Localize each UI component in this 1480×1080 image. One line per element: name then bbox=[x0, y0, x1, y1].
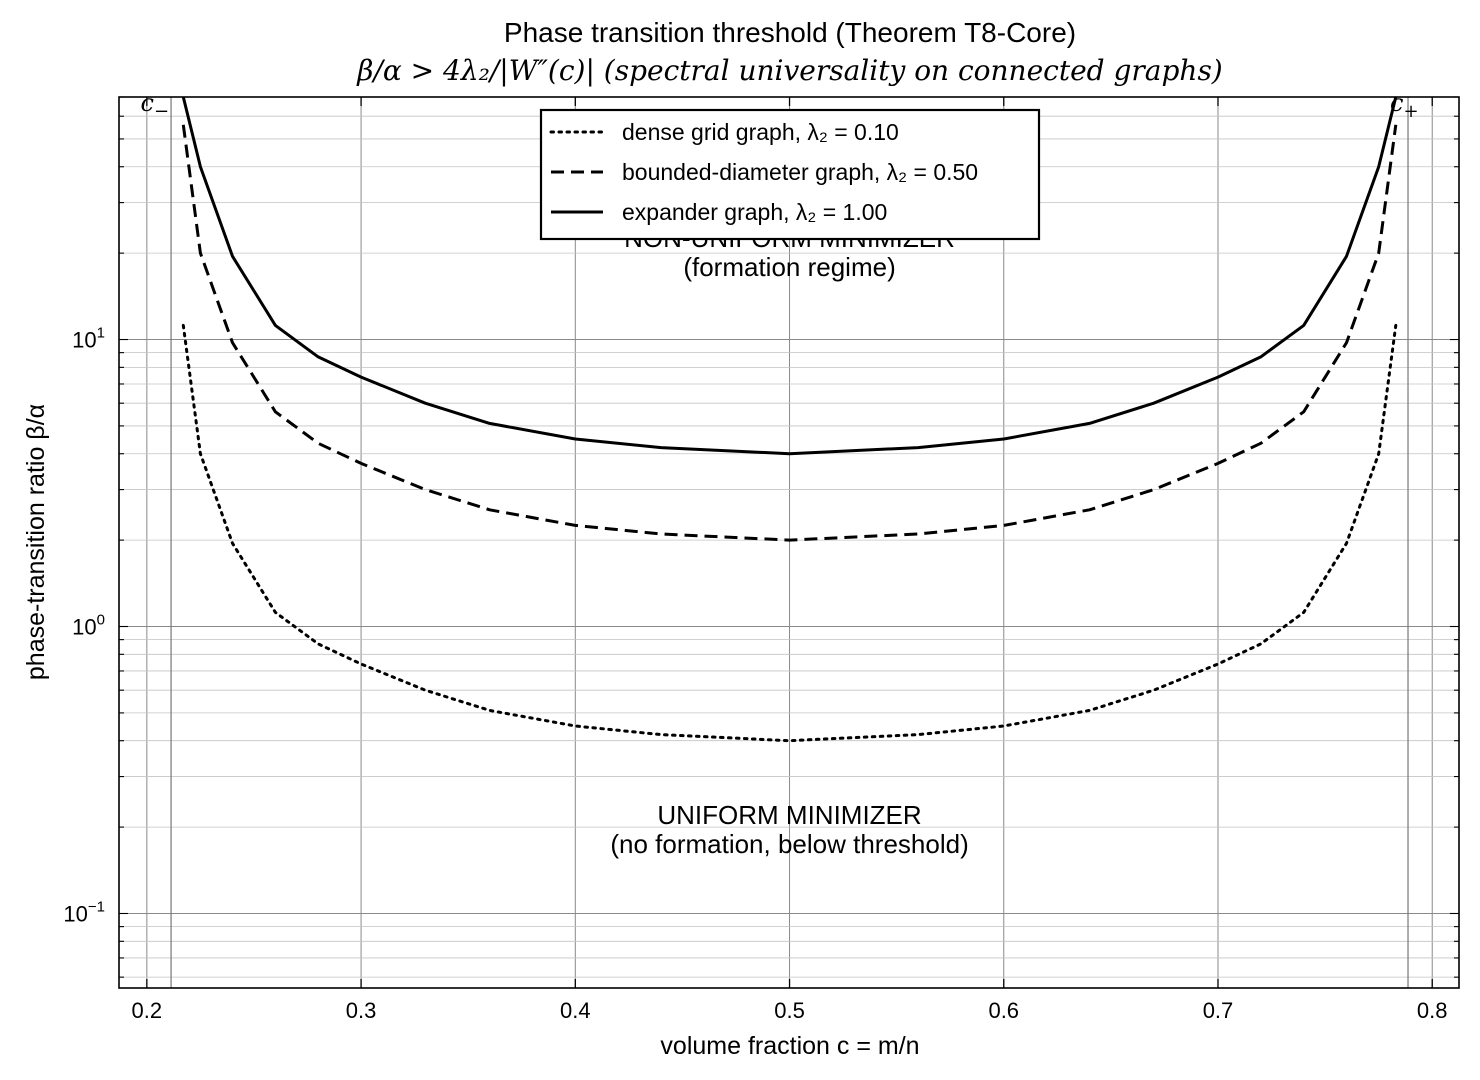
y-tick-label: 10−1 bbox=[63, 898, 105, 926]
x-tick-label: 0.4 bbox=[560, 998, 591, 1023]
boundary-markers: c− c+ bbox=[141, 89, 1419, 988]
legend-box bbox=[539, 108, 1041, 241]
annotation-line: (formation regime) bbox=[683, 252, 895, 282]
x-tick-label: 0.2 bbox=[132, 998, 163, 1023]
y-tick-label: 101 bbox=[72, 325, 105, 353]
chart-subtitle: β/α > 4λ₂/|W″(c)| (spectral universality… bbox=[356, 54, 1222, 87]
x-axis-label: volume fraction c = m/n bbox=[660, 1032, 919, 1060]
chart-title: Phase transition threshold (Theorem T8-C… bbox=[504, 17, 1076, 48]
x-tick-label: 0.6 bbox=[988, 998, 1019, 1023]
series-line-1 bbox=[181, 323, 1398, 743]
grid bbox=[119, 96, 1459, 988]
x-tick-label: 0.8 bbox=[1417, 998, 1448, 1023]
series-line-2 bbox=[181, 124, 1398, 542]
axis-ticks: 0.2 0.3 0.4 0.5 0.6 0.7 0.8 10−1 100 101 bbox=[63, 96, 1459, 1023]
x-tick-label: 0.7 bbox=[1203, 998, 1234, 1023]
annotation-line: UNIFORM MINIMIZER bbox=[657, 800, 921, 830]
legend-label: bounded-diameter graph, λ₂ = 0.50 bbox=[622, 159, 978, 185]
plot-frame bbox=[118, 96, 1460, 989]
annotation-line: (no formation, below threshold) bbox=[610, 829, 968, 859]
y-tick-label: 100 bbox=[72, 612, 105, 640]
boundary-label: c− bbox=[141, 89, 170, 122]
x-tick-label: 0.3 bbox=[346, 998, 377, 1023]
series-lines bbox=[181, 96, 1398, 743]
y-axis-label: phase-transition ratio β/α bbox=[22, 404, 50, 680]
legend: dense grid graph, λ₂ = 0.10 bounded-diame… bbox=[539, 108, 1041, 241]
x-tick-label: 0.5 bbox=[774, 998, 805, 1023]
legend-label: expander graph, λ₂ = 1.00 bbox=[622, 199, 887, 225]
series-line-3 bbox=[181, 96, 1398, 456]
legend-label: dense grid graph, λ₂ = 0.10 bbox=[622, 119, 899, 145]
